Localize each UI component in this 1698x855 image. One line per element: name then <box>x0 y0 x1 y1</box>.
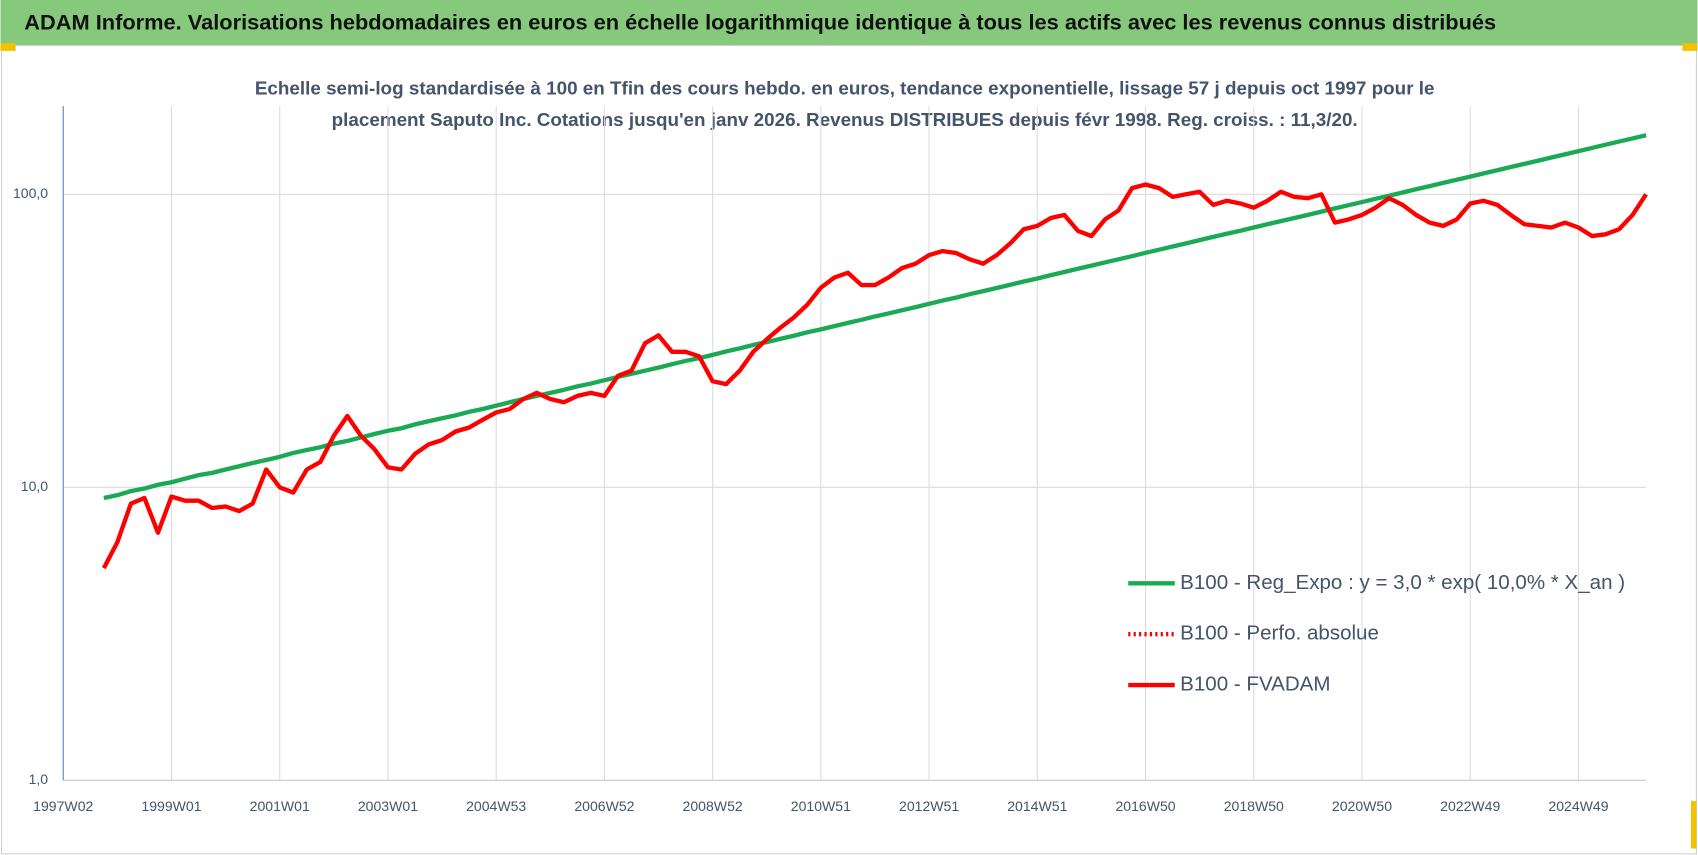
y-tick-label: 100,0 <box>13 185 48 201</box>
x-tick-label: 2022W49 <box>1440 798 1500 814</box>
corner-mark <box>1682 43 1698 51</box>
x-tick-label: 2006W52 <box>574 798 634 814</box>
x-tick-label: 1997W02 <box>33 798 93 814</box>
x-tick-label: 2003W01 <box>358 798 418 814</box>
page-title: ADAM Informe. Valorisations hebdomadaire… <box>24 10 1496 35</box>
x-tick-label: 2014W51 <box>1007 798 1067 814</box>
legend-label: B100 - FVADAM <box>1180 673 1330 696</box>
x-tick-label: 2018W50 <box>1224 798 1284 814</box>
x-tick-label: 2004W53 <box>466 798 526 814</box>
y-tick-label: 10,0 <box>21 478 49 494</box>
plot-area: 1,0 10,0 100,0 1997W02 1999W01 2001W01 2003W01… <box>13 106 1648 814</box>
x-tick-label: 2016W50 <box>1115 798 1175 814</box>
legend-label: B100 - Reg_Expo : y = 3,0 * exp( 10,0% *… <box>1180 571 1625 594</box>
chart-subtitle: placement Saputo Inc. Cotations jusqu'en… <box>332 109 1358 130</box>
corner-mark <box>1691 800 1697 849</box>
x-tick-label: 2012W51 <box>899 798 959 814</box>
series-line <box>101 182 1648 570</box>
x-tick-label: 2024W49 <box>1548 798 1608 814</box>
chart-frame <box>1 44 1697 855</box>
legend-label: B100 - Perfo. absolue <box>1180 622 1379 645</box>
chart-subtitle: Echelle semi-log standardisée à 100 en T… <box>255 78 1435 99</box>
x-tick-label: 1999W01 <box>141 798 201 814</box>
corner-mark <box>0 43 16 51</box>
x-tick-label: 2010W51 <box>791 798 851 814</box>
header-bar <box>0 0 1698 46</box>
x-tick-label: 2020W50 <box>1332 798 1392 814</box>
x-tick-label: 2008W52 <box>683 798 743 814</box>
y-tick-label: 1,0 <box>29 771 49 787</box>
x-tick-label: 2001W01 <box>250 798 310 814</box>
